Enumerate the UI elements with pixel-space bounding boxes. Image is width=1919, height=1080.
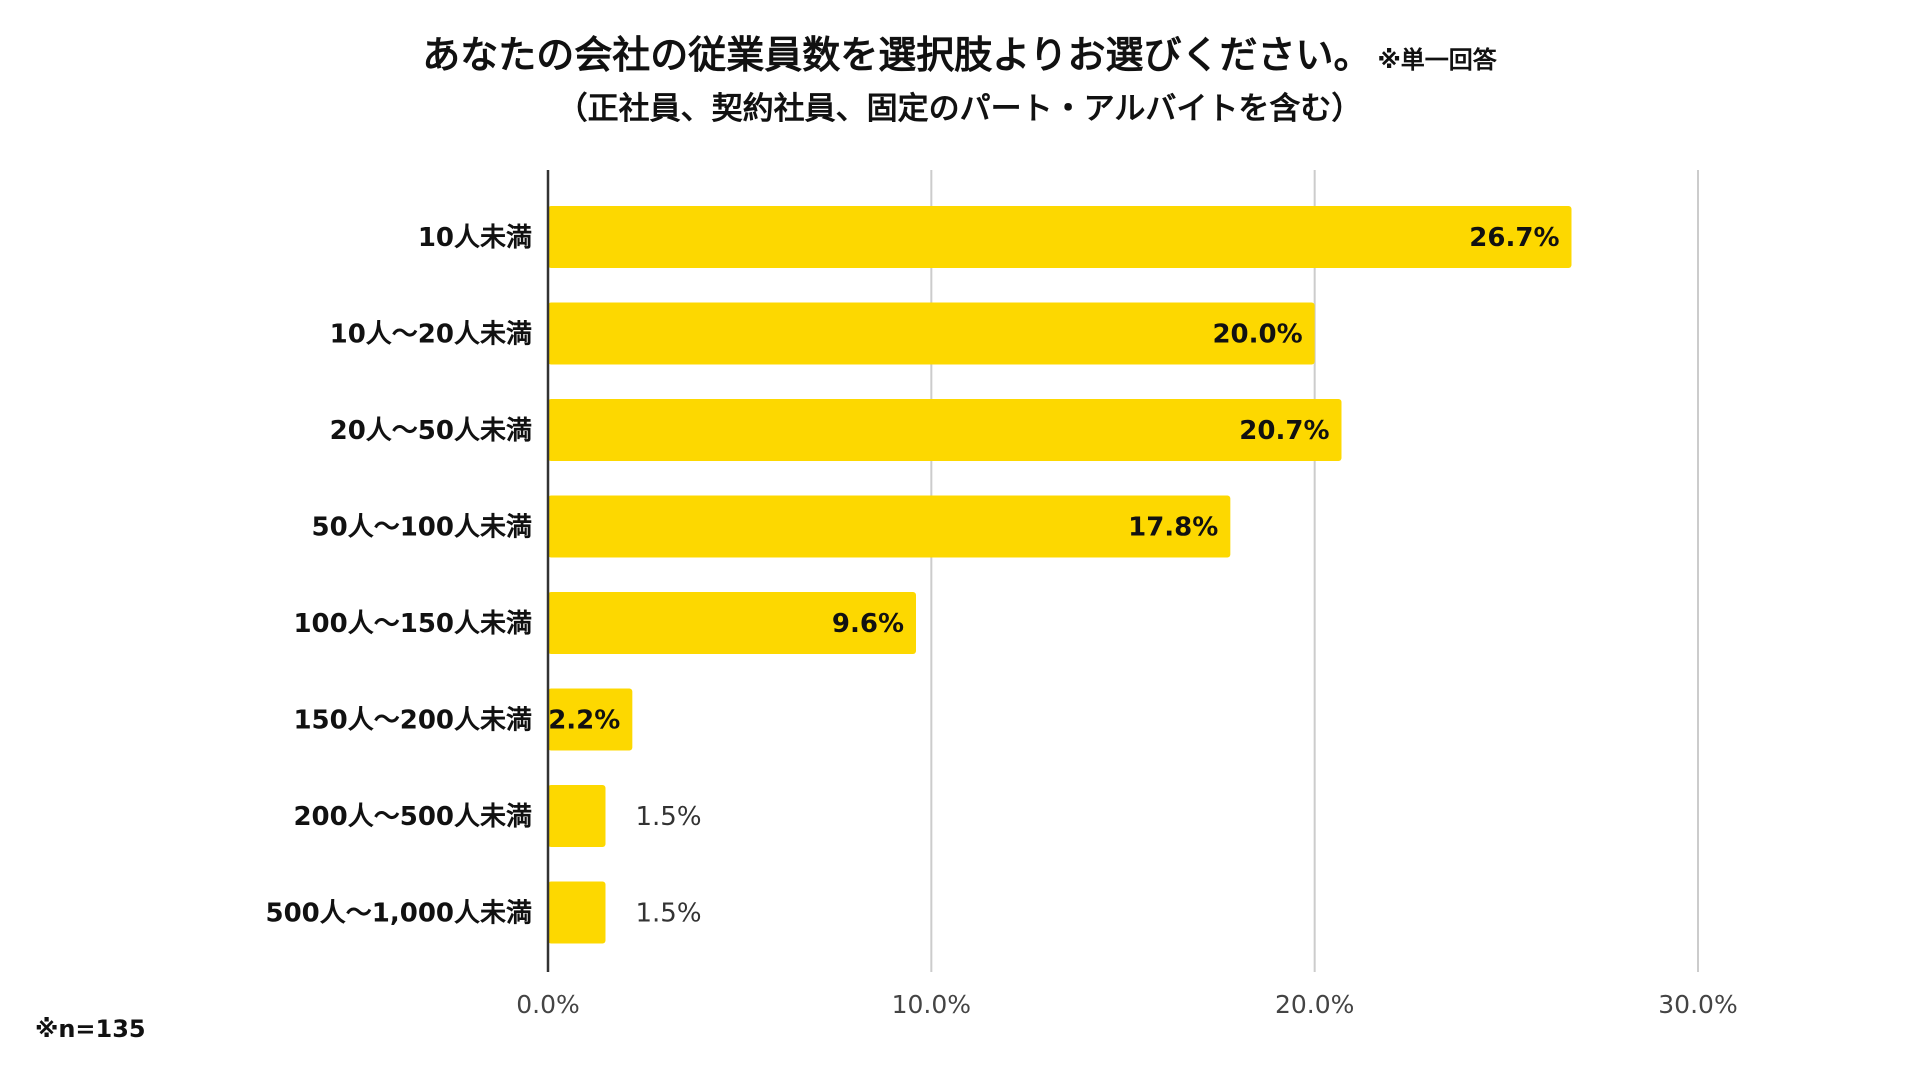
value-labels: 26.7% 20.0% 20.7% 17.8% 9.6% 2.2% 1.5% 1.5% <box>548 223 1559 929</box>
category-label: 150人～200人未満 <box>293 706 532 736</box>
chart-title-note: ※単一回答 <box>1377 46 1497 74</box>
x-tick-label: 0.0% <box>516 990 580 1019</box>
category-label: 50人～100人未満 <box>312 513 532 543</box>
chart-title-main: あなたの会社の従業員数を選択肢よりお選びください。 <box>422 33 1372 77</box>
chart-title: あなたの会社の従業員数を選択肢よりお選びください。 ※単一回答 <box>0 28 1919 87</box>
bar <box>548 881 606 944</box>
data-label: 20.7% <box>1239 416 1329 446</box>
bar <box>548 785 606 847</box>
chart-title-block: あなたの会社の従業員数を選択肢よりお選びください。 ※単一回答 （正社員、契約社員… <box>0 28 1919 131</box>
category-labels: 10人未満 10人～20人未満 20人～50人未満 50人～100人未満 100人～15… <box>265 223 532 929</box>
sample-size-note: ※n=135 <box>35 1015 146 1043</box>
chart-subtitle: （正社員、契約社員、固定のパート・アルバイトを含む） <box>556 91 1363 127</box>
x-tick-labels: 0.0% 10.0% 20.0% 30.0% <box>516 990 1737 1019</box>
bar <box>548 399 1342 461</box>
category-label: 20人～50人未満 <box>330 416 532 446</box>
bar <box>548 592 916 654</box>
x-tick-label: 20.0% <box>1275 990 1354 1019</box>
bar <box>548 688 633 751</box>
category-label: 200人～500人未満 <box>293 802 532 832</box>
data-label: 17.8% <box>1128 513 1218 543</box>
x-tick-label: 10.0% <box>892 990 971 1019</box>
data-label: 9.6% <box>832 609 904 639</box>
data-label: 2.2% <box>548 706 620 736</box>
category-label: 100人～150人未満 <box>293 609 532 639</box>
data-label: 1.5% <box>636 899 702 929</box>
bar <box>548 302 1315 365</box>
category-label: 500人～1,000人未満 <box>265 899 532 929</box>
bar <box>548 206 1572 268</box>
category-label: 10人未満 <box>418 223 532 253</box>
data-label: 20.0% <box>1212 320 1302 350</box>
bar <box>548 495 1231 558</box>
bars <box>548 206 1572 944</box>
x-tick-label: 30.0% <box>1658 990 1737 1019</box>
data-label: 26.7% <box>1469 223 1559 253</box>
category-label: 10人～20人未満 <box>330 320 532 350</box>
grid-lines <box>930 170 1699 972</box>
data-label: 1.5% <box>636 802 702 832</box>
